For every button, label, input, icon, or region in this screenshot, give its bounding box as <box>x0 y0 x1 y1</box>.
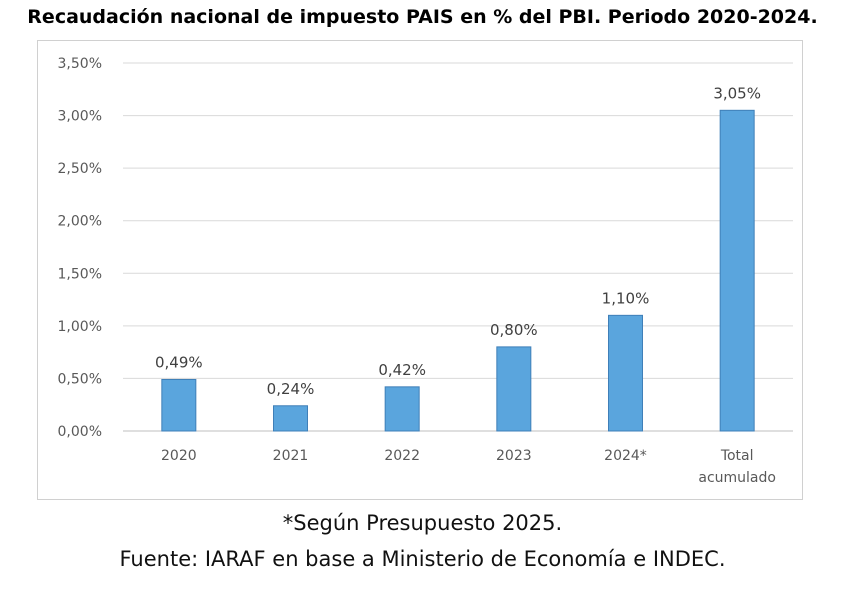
data-label: 1,10% <box>602 289 650 307</box>
x-category-label: Total <box>720 448 754 464</box>
bar <box>384 386 420 432</box>
y-tick-label: 1,00% <box>58 319 102 335</box>
data-label: 0,24% <box>267 380 315 398</box>
bar <box>496 346 532 432</box>
x-category-label: 2021 <box>273 448 309 464</box>
chart-title: Recaudación nacional de impuesto PAIS en… <box>27 6 818 28</box>
y-tick-label: 0,00% <box>58 424 102 440</box>
source-note: Fuente: IARAF en base a Ministerio de Ec… <box>119 547 726 571</box>
bar <box>161 378 197 432</box>
data-label: 0,49% <box>155 353 203 371</box>
bar <box>719 109 755 432</box>
chart-frame: 0,00% 0,50% 1,00% 1,50% 2,00% 2,50% 3,00% 3,50%… <box>37 40 803 500</box>
y-tick-label: 2,00% <box>58 214 102 230</box>
y-tick-label: 2,50% <box>58 161 102 177</box>
data-label: 0,42% <box>378 361 426 379</box>
x-category-label: 2022 <box>384 448 420 464</box>
x-category-label: 2023 <box>496 448 532 464</box>
bar <box>273 405 308 432</box>
x-category-label: 2024* <box>604 448 647 464</box>
y-tick-label: 3,50% <box>58 56 102 72</box>
y-tick-label: 0,50% <box>58 371 102 387</box>
footnote: *Según Presupuesto 2025. <box>282 511 563 535</box>
data-label: 3,05% <box>713 84 761 102</box>
y-tick-label: 3,00% <box>58 109 102 125</box>
x-category-label: 2020 <box>161 448 197 464</box>
data-label: 0,80% <box>490 321 538 339</box>
bar <box>608 314 643 432</box>
x-category-label: acumulado <box>698 470 776 486</box>
bar-chart: 0,00% 0,50% 1,00% 1,50% 2,00% 2,50% 3,00% 3,50%… <box>58 56 793 486</box>
y-tick-label: 1,50% <box>58 266 102 282</box>
